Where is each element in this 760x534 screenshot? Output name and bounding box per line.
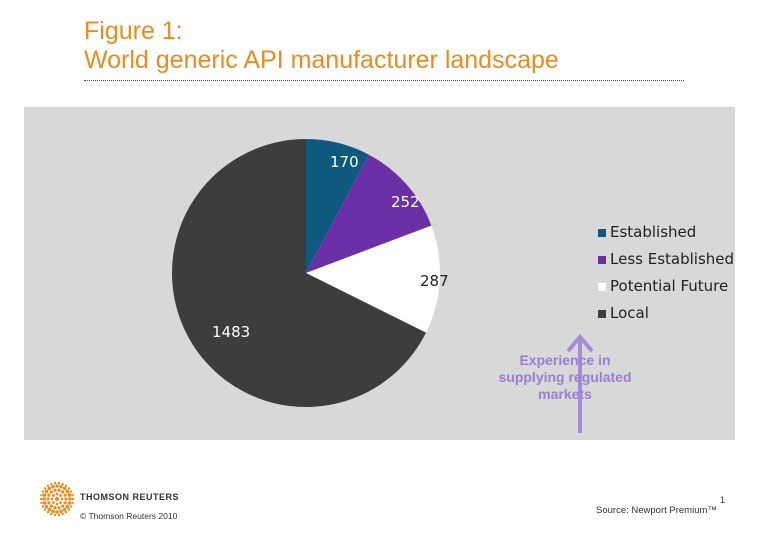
- annotation-line: Experience in: [519, 352, 611, 368]
- legend-label: Established: [610, 223, 697, 241]
- pie-slice-potential-future: [306, 225, 440, 333]
- pie-slice-less-established: [306, 154, 432, 273]
- chart-panel: 170 252 287 1483: [24, 107, 735, 440]
- legend-swatch: [598, 229, 606, 237]
- title-line-1: Figure 1:: [84, 17, 183, 45]
- title-divider: [84, 80, 684, 81]
- legend-swatch: [598, 256, 606, 264]
- data-label-established: 170: [330, 153, 359, 171]
- thomson-reuters-logo-icon: [40, 482, 74, 516]
- data-label-less-established: 252: [391, 193, 420, 211]
- source-note: Source: Newport Premium™: [596, 505, 717, 516]
- copyright: © Thomson Reuters 2010: [80, 511, 178, 521]
- legend-label: Local: [610, 304, 649, 322]
- legend-swatch: [598, 283, 606, 291]
- legend-label: Potential Future: [610, 277, 729, 295]
- up-arrow-icon: [566, 333, 594, 433]
- pie-slice-local: [171, 139, 426, 408]
- annotation-line: supplying regulated: [498, 369, 632, 385]
- title-line-2: World generic API manufacturer landscape: [84, 46, 559, 74]
- brand-name: THOMSON REUTERS: [80, 492, 180, 502]
- annotation-line: markets: [538, 386, 592, 402]
- pie-slice-established: [306, 139, 369, 273]
- pie-chart: 170 252 287 1483: [171, 139, 449, 408]
- experience-annotation: Experience in supplying regulated market…: [480, 352, 650, 403]
- legend-label: Less Established: [610, 250, 735, 268]
- data-label-potential-future: 287: [420, 272, 449, 290]
- page-number: 1: [720, 495, 726, 505]
- data-label-local: 1483: [212, 323, 250, 341]
- legend-swatch: [598, 310, 606, 318]
